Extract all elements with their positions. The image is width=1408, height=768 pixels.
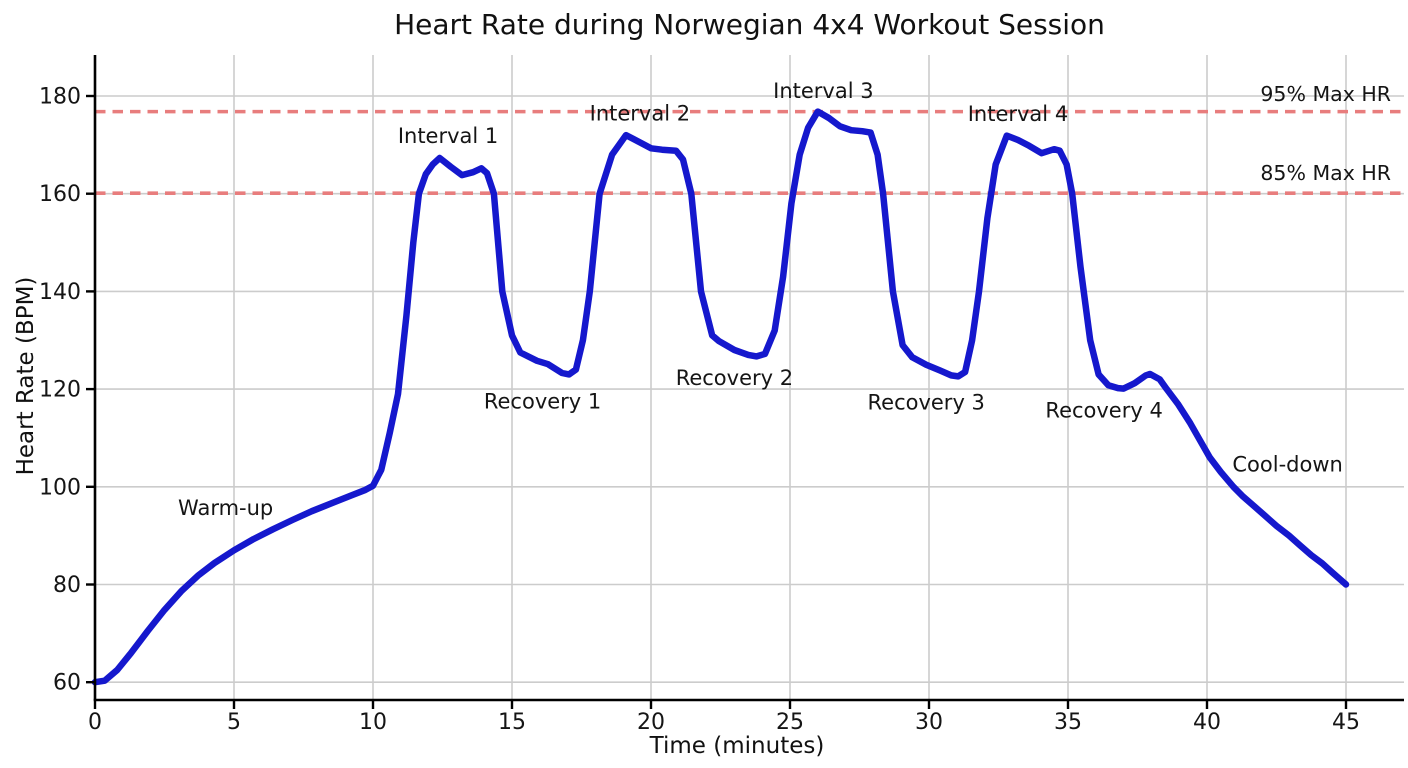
annotation-interval-3: Interval 3 [773,79,873,103]
y-tick-label-100: 100 [39,475,81,500]
y-tick-label-120: 120 [39,378,81,403]
threshold-label-0: 95% Max HR [1260,82,1391,106]
x-tick-label-10: 10 [359,710,387,735]
x-tick-label-30: 30 [915,710,943,735]
annotation-recovery-1: Recovery 1 [484,389,601,413]
chart-title: Heart Rate during Norwegian 4x4 Workout … [394,8,1105,41]
x-tick-label-40: 40 [1193,710,1221,735]
threshold-label-1: 85% Max HR [1260,161,1391,185]
y-tick-label-180: 180 [39,85,81,110]
annotation-interval-4: Interval 4 [968,102,1068,126]
y-tick-label-140: 140 [39,280,81,305]
annotation-recovery-2: Recovery 2 [676,366,793,390]
x-tick-label-35: 35 [1054,710,1082,735]
annotation-cool-down: Cool-down [1232,452,1342,476]
y-tick-label-60: 60 [53,671,81,696]
annotation-interval-1: Interval 1 [398,124,498,148]
y-tick-label-80: 80 [53,573,81,598]
x-tick-label-15: 15 [498,710,526,735]
x-tick-label-5: 5 [227,710,241,735]
annotation-recovery-3: Recovery 3 [868,390,985,414]
x-tick-label-0: 0 [88,710,102,735]
x-axis-label: Time (minutes) [649,733,825,759]
x-tick-label-25: 25 [776,710,804,735]
x-tick-label-20: 20 [637,710,665,735]
annotation-warm-up: Warm-up [178,496,273,520]
x-tick-label-45: 45 [1332,710,1360,735]
annotation-interval-2: Interval 2 [590,102,690,126]
y-tick-label-160: 160 [39,182,81,207]
annotation-recovery-4: Recovery 4 [1045,399,1162,423]
heart-rate-line [91,108,1350,686]
